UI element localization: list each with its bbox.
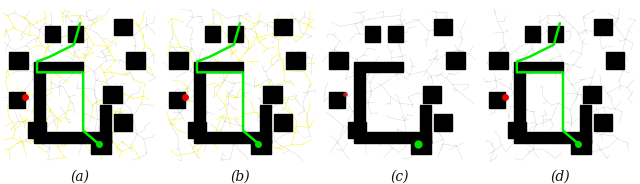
Bar [594,114,612,131]
Bar [508,122,526,139]
Bar [354,71,365,132]
Bar [489,92,504,108]
Text: (d): (d) [550,169,570,183]
Bar [10,52,28,69]
Bar [420,105,431,143]
Bar [489,52,508,69]
Text: (c): (c) [390,169,409,183]
Bar [34,132,111,143]
Bar [354,132,431,143]
Bar [594,19,612,36]
Bar [329,52,348,69]
Bar [606,52,625,69]
Bar [170,92,185,108]
Bar [91,140,111,154]
Bar [45,26,60,42]
Bar [34,71,45,132]
Bar [194,132,271,143]
Bar [263,86,282,103]
Bar [286,52,305,69]
Bar [348,122,366,139]
Bar [170,52,188,69]
Bar [274,114,292,131]
Bar [28,122,46,139]
Bar [274,19,292,36]
Bar [103,86,122,103]
Bar [188,122,206,139]
Bar [68,26,83,42]
Bar [228,26,243,42]
Text: (a): (a) [70,169,90,183]
Bar [514,132,591,143]
Bar [548,26,563,42]
Bar [205,26,220,42]
Bar [580,105,591,143]
Bar [100,105,111,143]
Bar [423,86,442,103]
Bar [194,62,243,72]
Bar [583,86,602,103]
Bar [514,71,525,132]
Bar [434,114,452,131]
Bar [514,62,563,72]
Bar [525,26,540,42]
Text: (b): (b) [230,169,250,183]
Bar [365,26,380,42]
Bar [571,140,591,154]
Bar [126,52,145,69]
Bar [446,52,465,69]
Bar [329,92,344,108]
Bar [260,105,271,143]
Bar [354,62,403,72]
Bar [10,92,25,108]
Bar [251,140,271,154]
Bar [434,19,452,36]
Bar [411,140,431,154]
Bar [388,26,403,42]
Bar [114,19,132,36]
Bar [194,71,205,132]
Bar [34,62,83,72]
Bar [114,114,132,131]
